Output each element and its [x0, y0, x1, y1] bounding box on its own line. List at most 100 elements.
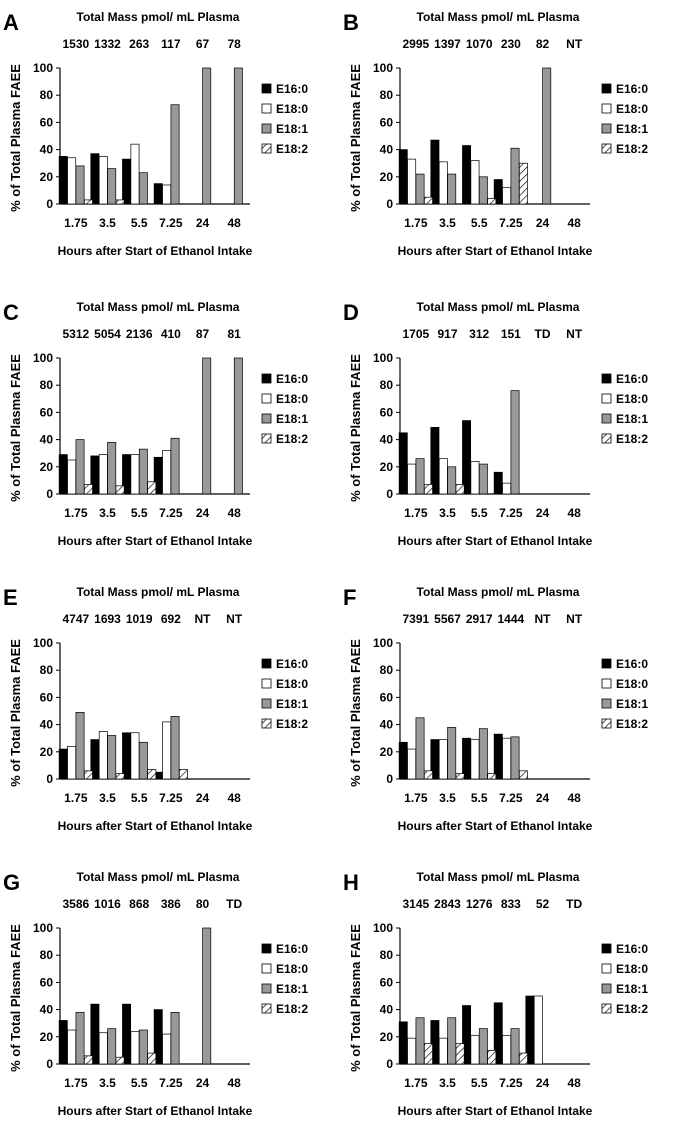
legend-label: E18:1	[616, 122, 648, 136]
x-tick-label: 5.5	[131, 791, 148, 805]
total-mass-value: 2843	[434, 897, 461, 911]
header-title: Total Mass pmol/ mL Plasma	[77, 585, 240, 599]
total-mass-value: NT	[535, 612, 552, 626]
bar-e18-1	[233, 67, 243, 205]
bar-e16-0	[493, 1002, 503, 1065]
bar-e18-1	[202, 927, 212, 1065]
bar-e18-1	[478, 463, 488, 495]
bar-e18-0	[470, 160, 480, 205]
bar-e18-1	[202, 67, 212, 205]
bar-e18-0	[407, 158, 417, 205]
total-mass-value: 5567	[434, 612, 461, 626]
x-tick-label: 3.5	[99, 1076, 116, 1090]
x-tick-label: 48	[567, 216, 581, 230]
x-tick-label: 5.5	[131, 216, 148, 230]
total-mass-value: 692	[161, 612, 181, 626]
legend-swatch	[601, 963, 612, 974]
x-tick-label: 24	[536, 216, 550, 230]
x-axis-label: Hours after Start of Ethanol Intake	[398, 534, 593, 548]
bar-e18-1	[107, 168, 117, 205]
bar-e16-0	[493, 471, 503, 495]
bar-e18-0	[407, 748, 417, 780]
y-tick-label: 20	[380, 460, 394, 474]
total-mass-value: 1444	[497, 612, 524, 626]
bar-e18-2	[518, 770, 528, 780]
bar-e18-1	[447, 466, 457, 495]
total-mass-value: 82	[536, 37, 550, 51]
bar-e18-1	[170, 104, 180, 205]
y-tick-label: 20	[40, 170, 54, 184]
panel-letter: F	[343, 585, 356, 610]
total-mass-value: 230	[501, 37, 521, 51]
x-tick-label: 7.25	[499, 506, 523, 520]
legend-swatch	[261, 393, 272, 404]
legend-swatch	[261, 1003, 272, 1014]
bar-e18-1	[138, 741, 148, 780]
bar-e18-1	[202, 357, 212, 495]
y-tick-label: 0	[46, 487, 53, 501]
bar-e18-0	[162, 450, 172, 495]
legend-label: E18:1	[276, 697, 308, 711]
bar-e18-0	[438, 1037, 448, 1065]
legend-swatch	[601, 1003, 612, 1014]
bar-e18-1	[75, 712, 85, 780]
total-mass-value: 1016	[94, 897, 121, 911]
total-mass-value: 1019	[126, 612, 153, 626]
bar-e18-1	[75, 439, 85, 495]
x-tick-label: 1.75	[404, 506, 428, 520]
y-axis-label: % of Total Plasma FAEE	[8, 354, 23, 502]
total-mass-value: 3145	[402, 897, 429, 911]
y-tick-label: 100	[373, 921, 393, 935]
x-tick-label: 48	[227, 791, 241, 805]
legend-label: E18:0	[616, 102, 648, 116]
legend-swatch	[261, 413, 272, 424]
bar-e18-1	[138, 448, 148, 495]
bar-e18-1	[170, 716, 180, 780]
header-title: Total Mass pmol/ mL Plasma	[77, 870, 240, 884]
panel-letter: B	[343, 10, 359, 35]
legend-label: E18:2	[616, 1002, 648, 1016]
y-tick-label: 100	[33, 921, 53, 935]
bar-e18-0	[438, 739, 448, 780]
bar-e16-0	[58, 748, 68, 780]
y-tick-label: 100	[373, 61, 393, 75]
legend-swatch	[261, 103, 272, 114]
total-mass-value: 2136	[126, 327, 153, 341]
y-tick-label: 80	[40, 663, 54, 677]
y-tick-label: 60	[40, 975, 54, 989]
total-mass-value: NT	[566, 612, 583, 626]
bar-e18-0	[67, 746, 77, 780]
bar-e16-0	[398, 741, 408, 780]
total-mass-value: 7391	[402, 612, 429, 626]
total-mass-value: 410	[161, 327, 181, 341]
panel-letter: A	[3, 10, 19, 35]
x-tick-label: 48	[227, 506, 241, 520]
bar-e16-0	[90, 1003, 100, 1065]
x-tick-label: 5.5	[471, 216, 488, 230]
x-tick-label: 7.25	[159, 1076, 183, 1090]
x-tick-label: 24	[196, 216, 210, 230]
legend-label: E18:2	[276, 432, 308, 446]
bar-e18-0	[470, 1035, 480, 1065]
bar-e18-1	[75, 165, 85, 205]
legend-swatch	[261, 678, 272, 689]
x-tick-label: 7.25	[499, 1076, 523, 1090]
x-tick-label: 1.75	[64, 1076, 88, 1090]
bar-e18-0	[98, 156, 108, 205]
x-tick-label: 5.5	[131, 506, 148, 520]
bar-e18-2	[115, 485, 125, 495]
y-tick-label: 100	[33, 61, 53, 75]
bar-e18-0	[407, 463, 417, 495]
legend-swatch	[601, 83, 612, 94]
total-mass-value: NT	[195, 612, 212, 626]
legend-swatch	[601, 103, 612, 114]
legend-label: E18:1	[616, 982, 648, 996]
bar-e18-2	[423, 770, 433, 780]
y-tick-label: 60	[380, 975, 394, 989]
legend-label: E18:1	[276, 412, 308, 426]
bar-e18-0	[502, 482, 512, 495]
panel-c: C Total Mass pmol/ mL Plasma 5312 5054 2136 4…	[3, 300, 308, 548]
header-title: Total Mass pmol/ mL Plasma	[77, 10, 240, 24]
x-tick-label: 48	[567, 506, 581, 520]
panel-letter: H	[343, 870, 359, 895]
